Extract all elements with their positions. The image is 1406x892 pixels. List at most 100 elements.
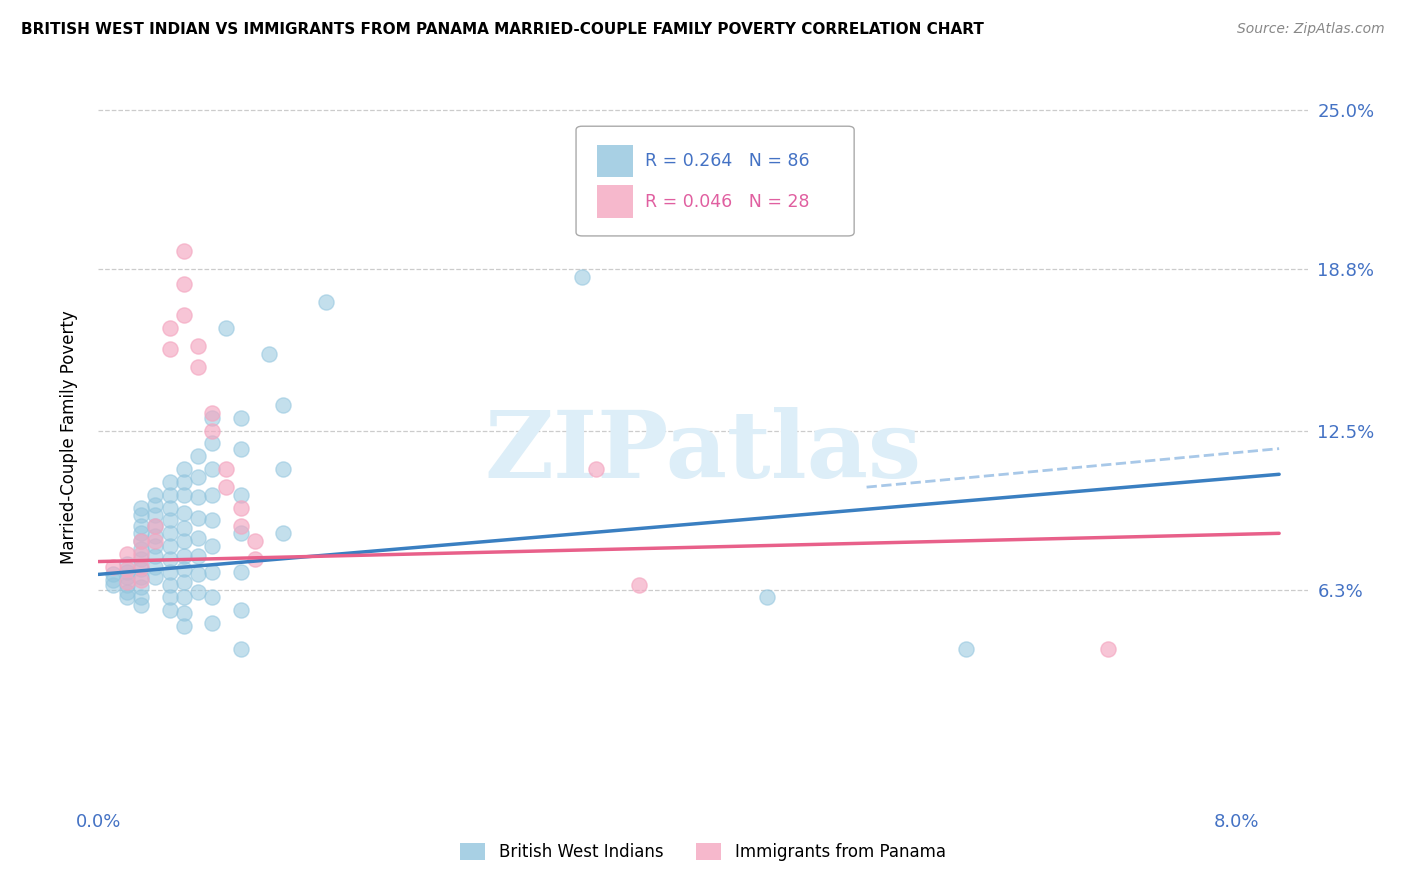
- Point: [173, 591, 195, 605]
- Point: [101, 559, 124, 574]
- Point: [159, 565, 181, 579]
- Point: [201, 424, 224, 438]
- Point: [229, 500, 252, 515]
- Point: [159, 342, 181, 356]
- Point: [571, 269, 593, 284]
- Point: [159, 488, 181, 502]
- Point: [143, 534, 166, 549]
- Point: [143, 518, 166, 533]
- Point: [115, 575, 138, 590]
- Point: [115, 585, 138, 599]
- Point: [229, 565, 252, 579]
- Point: [187, 567, 209, 582]
- Point: [101, 573, 124, 587]
- Point: [129, 570, 152, 584]
- Point: [159, 539, 181, 553]
- Point: [243, 534, 266, 549]
- Point: [201, 462, 224, 476]
- Point: [143, 559, 166, 574]
- Point: [201, 539, 224, 553]
- Text: BRITISH WEST INDIAN VS IMMIGRANTS FROM PANAMA MARRIED-COUPLE FAMILY POVERTY CORR: BRITISH WEST INDIAN VS IMMIGRANTS FROM P…: [21, 22, 984, 37]
- Point: [627, 577, 650, 591]
- Point: [229, 410, 252, 425]
- Point: [159, 603, 181, 617]
- Point: [129, 562, 152, 576]
- Point: [187, 339, 209, 353]
- Point: [143, 539, 166, 553]
- Point: [273, 462, 295, 476]
- Point: [201, 565, 224, 579]
- Point: [585, 462, 607, 476]
- Point: [129, 552, 152, 566]
- Point: [173, 506, 195, 520]
- Point: [129, 559, 152, 574]
- Point: [229, 488, 252, 502]
- Point: [129, 500, 152, 515]
- Text: R = 0.046   N = 28: R = 0.046 N = 28: [645, 193, 810, 211]
- Point: [187, 532, 209, 546]
- Point: [115, 565, 138, 579]
- Point: [173, 606, 195, 620]
- Point: [115, 557, 138, 571]
- Text: ZIPatlas: ZIPatlas: [485, 407, 921, 497]
- Point: [129, 534, 152, 549]
- Point: [243, 552, 266, 566]
- Point: [229, 442, 252, 456]
- Point: [215, 321, 238, 335]
- Point: [173, 475, 195, 489]
- Point: [955, 641, 977, 656]
- Point: [187, 470, 209, 484]
- Point: [129, 518, 152, 533]
- Point: [756, 591, 779, 605]
- Point: [173, 521, 195, 535]
- Point: [201, 436, 224, 450]
- Point: [229, 526, 252, 541]
- Point: [159, 500, 181, 515]
- Legend: British West Indians, Immigrants from Panama: British West Indians, Immigrants from Pa…: [454, 836, 952, 868]
- Point: [187, 511, 209, 525]
- Point: [129, 598, 152, 612]
- Point: [143, 529, 166, 543]
- Point: [159, 552, 181, 566]
- FancyBboxPatch shape: [576, 126, 855, 235]
- Point: [201, 410, 224, 425]
- Point: [173, 244, 195, 258]
- FancyBboxPatch shape: [596, 145, 633, 178]
- Point: [201, 591, 224, 605]
- Y-axis label: Married-Couple Family Poverty: Married-Couple Family Poverty: [59, 310, 77, 564]
- Point: [173, 549, 195, 564]
- Point: [229, 641, 252, 656]
- Point: [273, 526, 295, 541]
- Point: [115, 577, 138, 591]
- Point: [143, 498, 166, 512]
- Point: [115, 570, 138, 584]
- Point: [273, 398, 295, 412]
- Point: [129, 580, 152, 594]
- Point: [129, 541, 152, 556]
- Point: [115, 547, 138, 561]
- Point: [129, 591, 152, 605]
- Point: [201, 488, 224, 502]
- Point: [173, 534, 195, 549]
- Point: [315, 295, 337, 310]
- Point: [159, 591, 181, 605]
- Point: [143, 508, 166, 523]
- Point: [173, 562, 195, 576]
- Point: [257, 346, 280, 360]
- Point: [229, 518, 252, 533]
- Point: [129, 508, 152, 523]
- Point: [215, 480, 238, 494]
- Point: [129, 547, 152, 561]
- Point: [187, 585, 209, 599]
- Point: [143, 488, 166, 502]
- Point: [187, 491, 209, 505]
- Point: [101, 577, 124, 591]
- Point: [173, 308, 195, 322]
- Point: [159, 514, 181, 528]
- Point: [201, 616, 224, 631]
- Point: [173, 277, 195, 292]
- Point: [173, 488, 195, 502]
- Point: [173, 462, 195, 476]
- Text: Source: ZipAtlas.com: Source: ZipAtlas.com: [1237, 22, 1385, 37]
- Point: [215, 462, 238, 476]
